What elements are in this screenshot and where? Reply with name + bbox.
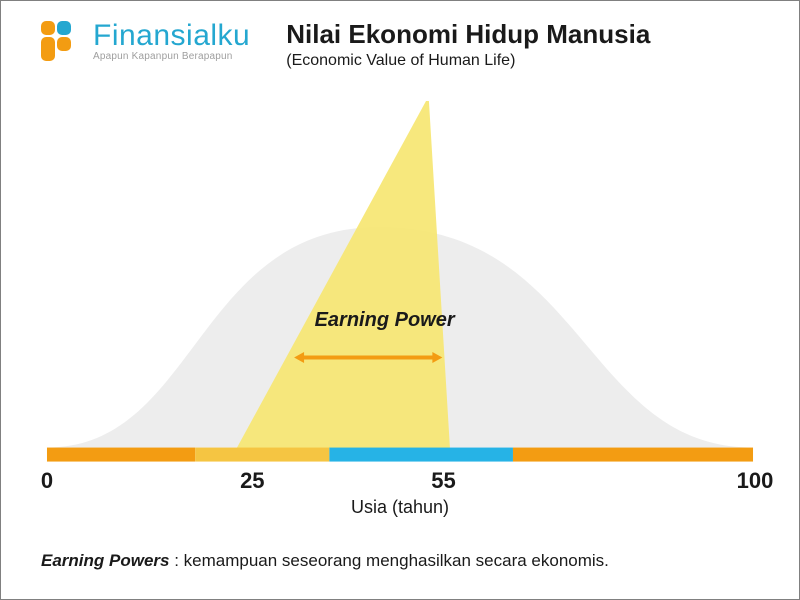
brand-logo: Finansialku Apapun Kapanpun Berapapun: [41, 19, 250, 63]
footnote-term: Earning Powers: [41, 551, 169, 570]
footnote: Earning Powers : kemampuan seseorang men…: [41, 551, 609, 571]
logo-mark-icon: [41, 19, 85, 63]
brand-tagline: Apapun Kapanpun Berapapun: [93, 52, 250, 63]
x-tick-label: 0: [41, 468, 53, 494]
brand-name: Finansialku: [93, 20, 250, 52]
x-tick-label: 55: [431, 468, 455, 494]
x-tick-label: 25: [240, 468, 264, 494]
title-block: Nilai Ekonomi Hidup Manusia (Economic Va…: [286, 19, 650, 70]
page-subtitle: (Economic Value of Human Life): [286, 52, 650, 70]
footnote-text: kemampuan seseorang menghasilkan secara …: [184, 551, 609, 570]
x-axis-label: Usia (tahun): [351, 497, 449, 518]
header: Finansialku Apapun Kapanpun Berapapun Ni…: [1, 1, 799, 70]
page-title: Nilai Ekonomi Hidup Manusia: [286, 19, 650, 50]
chart-area: [41, 101, 759, 481]
footnote-sep: :: [169, 551, 183, 570]
page-frame: Finansialku Apapun Kapanpun Berapapun Ni…: [0, 0, 800, 600]
earning-power-label: Earning Power: [315, 309, 455, 332]
x-tick-label: 100: [737, 468, 774, 494]
